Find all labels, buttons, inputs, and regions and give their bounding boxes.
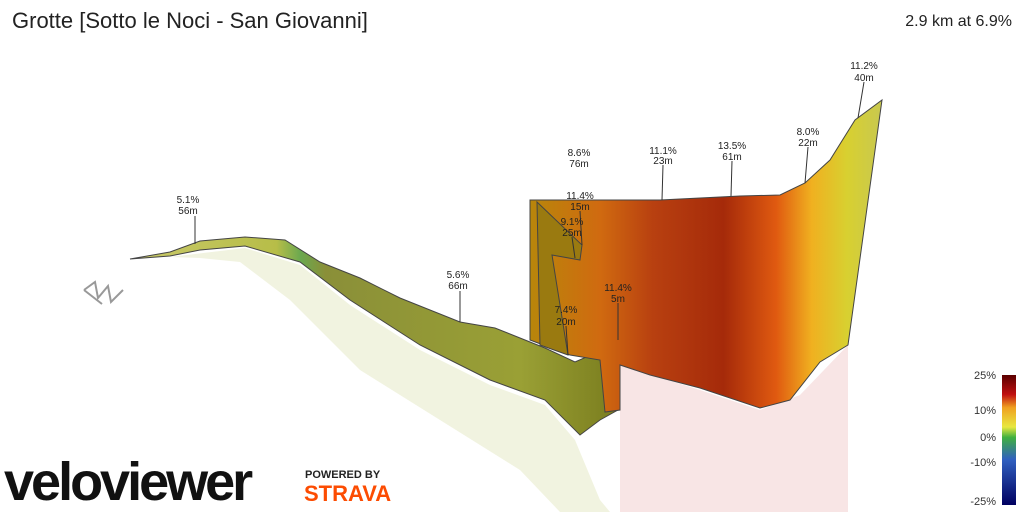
- powered-by: POWERED BY: [305, 469, 381, 481]
- length: 56m: [178, 206, 197, 217]
- grade: 11.4%: [604, 283, 632, 294]
- length: 61m: [722, 152, 741, 163]
- length: 15m: [570, 202, 589, 213]
- annotation-leads: [194, 81, 865, 356]
- length: 22m: [798, 138, 817, 149]
- legend-label: 25%: [974, 370, 996, 382]
- grade: 9.1%: [561, 217, 584, 228]
- summary: 2.9 km at 6.9%: [905, 13, 1012, 30]
- length: 20m: [556, 317, 575, 328]
- legend-label: -25%: [970, 496, 996, 508]
- legend-label: 0%: [980, 432, 996, 444]
- grade: 5.1%: [177, 195, 200, 206]
- strava-logo: STRAVA: [304, 481, 391, 506]
- grade: 11.1%: [649, 146, 677, 157]
- length: 76m: [569, 159, 588, 170]
- shadow: [170, 248, 610, 512]
- title: Grotte [Sotto le Noci - San Giovanni]: [12, 8, 368, 33]
- color-scale: [1002, 375, 1016, 505]
- grade: 7.4%: [555, 305, 578, 316]
- legend-label: 10%: [974, 405, 996, 417]
- branding: veloviewer POWERED BY STRAVA: [4, 452, 391, 512]
- grade: 8.6%: [568, 148, 591, 159]
- grade: 8.0%: [797, 127, 820, 138]
- length: 40m: [854, 73, 873, 84]
- length: 66m: [448, 281, 467, 292]
- legend-label: -10%: [970, 457, 996, 469]
- shadow-right: [620, 345, 848, 512]
- compass: [83, 280, 124, 305]
- grade: 5.6%: [447, 270, 470, 281]
- length: 23m: [653, 156, 672, 167]
- length: 5m: [611, 294, 625, 305]
- legend: 25% 10% 0% -10% -25%: [970, 370, 1016, 508]
- grade: 11.2%: [850, 61, 878, 72]
- grade: 13.5%: [718, 141, 746, 152]
- length: 25m: [562, 228, 581, 239]
- annotations: 5.1% 56m 5.6% 66m 8.6% 76m 11.4% 15m 9.1…: [177, 61, 878, 328]
- logo: veloviewer: [4, 452, 253, 512]
- grade: 11.4%: [566, 191, 594, 202]
